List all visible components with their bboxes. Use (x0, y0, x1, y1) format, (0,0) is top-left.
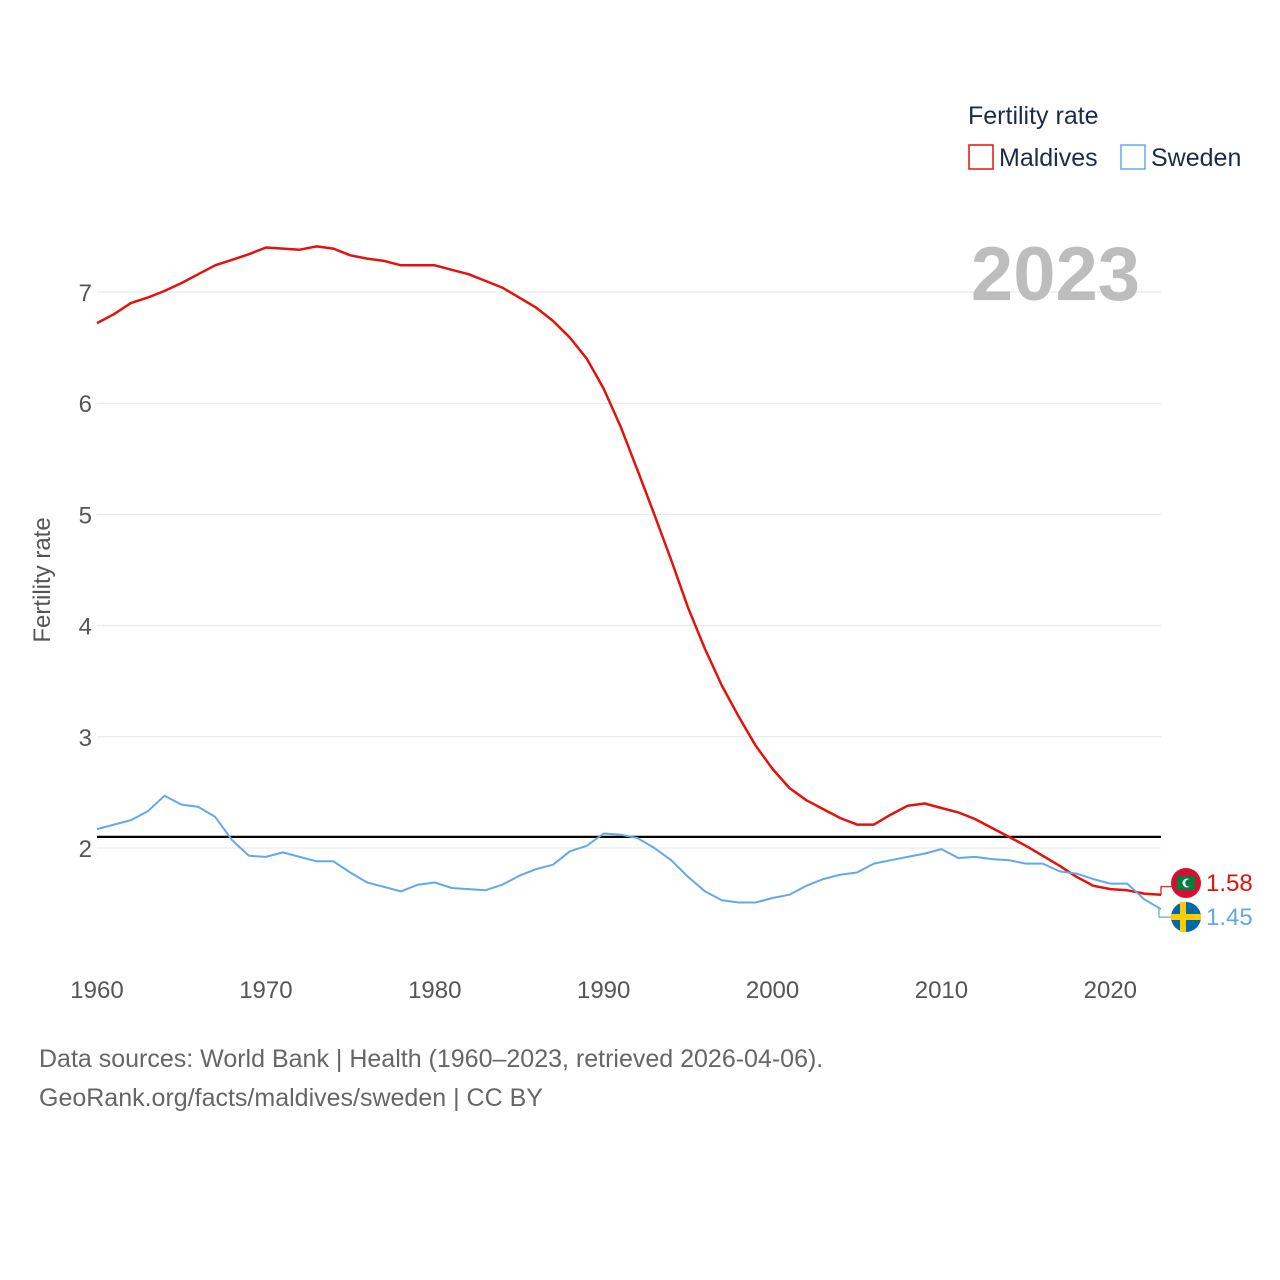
x-tick-label: 1970 (239, 977, 292, 1004)
footer-license: GeoRank.org/facts/maldives/sweden | CC B… (39, 1084, 543, 1112)
y-axis-label: Fertility rate (29, 517, 56, 642)
fertility-chart: 2 3 4 5 6 7 1960 1970 1980 1990 2000 2010 2020 Fert… (29, 102, 1253, 1004)
legend-label-sweden: Sweden (1151, 144, 1241, 172)
leader-line-sweden (1158, 909, 1172, 918)
series-line-sweden[interactable] (96, 794, 1162, 911)
y-tick-label: 7 (79, 280, 92, 307)
y-tick-label: 4 (79, 614, 92, 641)
x-tick-labels: 1960 1970 1980 1990 2000 2010 2020 (70, 977, 1137, 1004)
sweden-flag-icon (1171, 902, 1201, 932)
year-display: 2023 (971, 232, 1140, 317)
y-tick-label: 3 (79, 725, 92, 752)
x-tick-label: 1980 (408, 977, 461, 1004)
footer-source: Data sources: World Bank | Health (1960–… (39, 1045, 824, 1073)
legend-title: Fertility rate (968, 102, 1099, 130)
end-value-maldives: 1.58 (1206, 870, 1253, 897)
x-tick-label: 2010 (915, 977, 968, 1004)
y-tick-label: 5 (79, 502, 92, 529)
end-value-sweden: 1.45 (1206, 904, 1253, 931)
legend-swatch-maldives (968, 144, 994, 170)
legend-label-maldives: Maldives (999, 144, 1098, 172)
grid-lines (97, 291, 1161, 849)
legend-item-maldives[interactable]: Maldives (968, 144, 1098, 172)
maldives-flag-icon (1171, 868, 1201, 898)
y-tick-labels: 2 3 4 5 6 7 (79, 280, 92, 863)
legend: Fertility rate Maldives Sweden (968, 102, 1241, 172)
series-line-maldives[interactable] (96, 245, 1162, 896)
y-tick-label: 6 (79, 391, 92, 418)
legend-swatch-sweden (1120, 144, 1146, 170)
x-tick-label: 2020 (1084, 977, 1137, 1004)
x-tick-label: 1990 (577, 977, 630, 1004)
x-tick-label: 2000 (746, 977, 799, 1004)
legend-item-sweden[interactable]: Sweden (1120, 144, 1241, 172)
y-tick-label: 2 (79, 836, 92, 863)
x-tick-label: 1960 (70, 977, 123, 1004)
leader-line-maldives (1160, 886, 1172, 895)
